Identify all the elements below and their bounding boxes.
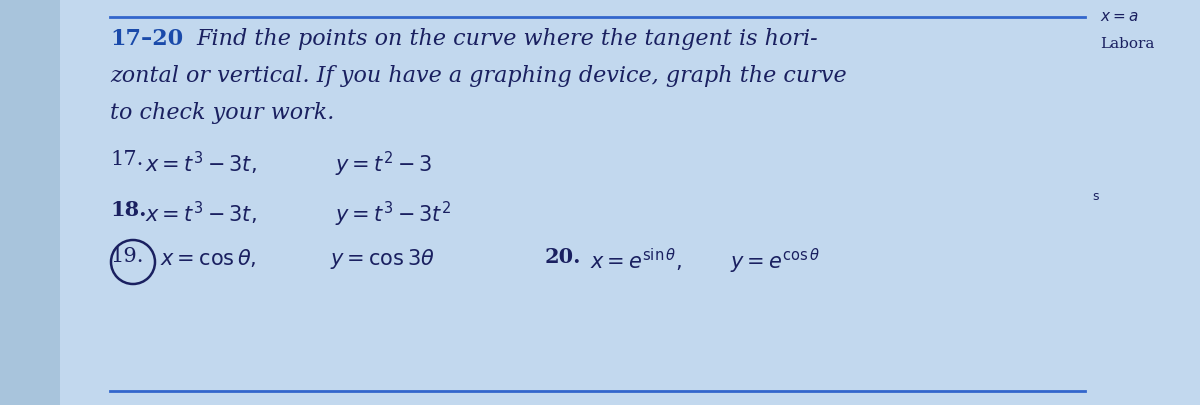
Text: $\mathrm{s}$: $\mathrm{s}$ — [1092, 190, 1100, 203]
Text: $x = \cos\theta,$: $x = \cos\theta,$ — [160, 247, 257, 269]
Text: $x = e^{\sin\theta},$: $x = e^{\sin\theta},$ — [590, 247, 682, 274]
Text: zontal or vertical. If you have a graphing device, graph the curve: zontal or vertical. If you have a graphi… — [110, 65, 847, 87]
Text: $x = a$: $x = a$ — [1100, 10, 1139, 24]
Text: $y = t^3 - 3t^2$: $y = t^3 - 3t^2$ — [335, 200, 451, 229]
Text: $x = t^3 - 3t,$: $x = t^3 - 3t,$ — [145, 200, 257, 227]
Text: to check your work.: to check your work. — [110, 102, 335, 124]
Text: $x = t^3 - 3t,$: $x = t^3 - 3t,$ — [145, 150, 257, 177]
Text: Find the points on the curve where the tangent is hori-: Find the points on the curve where the t… — [196, 28, 817, 50]
FancyBboxPatch shape — [0, 0, 60, 405]
Text: $y = e^{\cos\theta}$: $y = e^{\cos\theta}$ — [730, 247, 820, 276]
Text: 19.: 19. — [110, 247, 144, 266]
Text: 17.: 17. — [110, 150, 143, 169]
Text: $y = t^2 - 3$: $y = t^2 - 3$ — [335, 150, 432, 179]
Text: Labora: Labora — [1100, 37, 1154, 51]
Text: 17–20: 17–20 — [110, 28, 184, 50]
Text: 18.: 18. — [110, 200, 146, 220]
Text: $y = \cos 3\theta$: $y = \cos 3\theta$ — [330, 247, 434, 271]
Text: 20.: 20. — [545, 247, 582, 267]
